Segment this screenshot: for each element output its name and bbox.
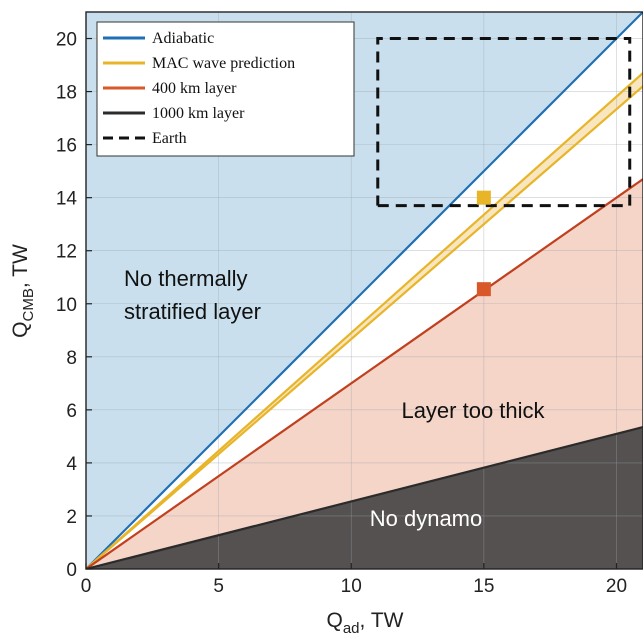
x-axis-label: Qad, TW — [327, 609, 404, 637]
y-tick-label: 0 — [66, 560, 77, 581]
y-tick-label: 12 — [56, 242, 77, 263]
axes — [85, 11, 643, 570]
y-tick-label: 16 — [56, 136, 77, 157]
y-tick-label: 4 — [66, 454, 77, 475]
data-markers — [476, 190, 491, 297]
plot-frame — [85, 11, 643, 570]
x-tick-label: 20 — [606, 576, 627, 597]
legend-label: Earth — [152, 130, 187, 147]
legend: Adiabatic MAC wave prediction 400 km layer… — [96, 21, 355, 157]
grid-lines — [86, 12, 643, 569]
y-tick-label: 14 — [56, 189, 78, 210]
region-label: Layer too thick — [401, 398, 545, 423]
legend-label: Adiabatic — [152, 30, 214, 47]
y-tick-label: 8 — [66, 348, 77, 369]
square-marker — [476, 190, 491, 205]
series-line-4 — [86, 426, 643, 569]
series-line-2 — [86, 85, 643, 569]
series-line-0 — [86, 12, 643, 569]
y-tick-label: 20 — [56, 30, 77, 51]
tick-labels: 0 5 10 15 20 0 2 4 6 8 10 12 14 16 18 20 — [56, 30, 627, 597]
y-tick-label: 18 — [56, 83, 77, 104]
series-line-1 — [86, 72, 643, 569]
y-tick-label: 10 — [56, 295, 77, 316]
region-label: No dynamo — [370, 506, 483, 531]
x-tick-label: 0 — [81, 576, 92, 597]
y-tick-label: 2 — [66, 507, 77, 528]
legend-label: 1000 km layer — [152, 105, 245, 122]
x-tick-label: 10 — [341, 576, 362, 597]
series-line-3 — [86, 178, 643, 569]
region-label: No thermally — [124, 266, 247, 291]
x-tick-label: 15 — [473, 576, 494, 597]
y-axis-label: QCMB, TW — [9, 244, 37, 338]
region-labels: No thermally stratified layer Layer too th… — [124, 266, 546, 531]
y-tick-label: 6 — [66, 401, 77, 422]
legend-label: 400 km layer — [152, 80, 237, 97]
x-tick-label: 5 — [213, 576, 224, 597]
series-lines — [86, 12, 643, 569]
series-line-5 — [376, 37, 632, 208]
region-label: stratified layer — [124, 299, 261, 324]
legend-label: MAC wave prediction — [152, 55, 295, 72]
square-marker — [476, 282, 491, 297]
